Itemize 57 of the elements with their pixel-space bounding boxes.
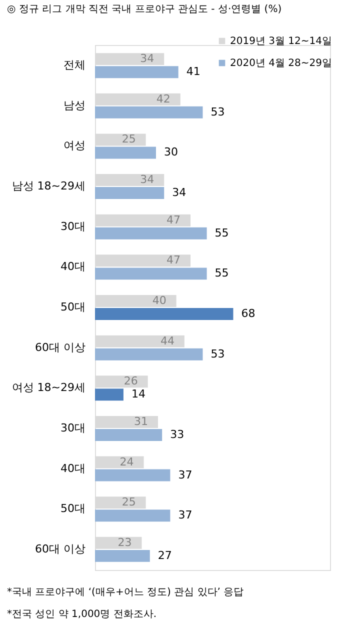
y-tick-label: 60대 이상 (35, 340, 86, 354)
data-label: 14 (131, 388, 146, 401)
data-label: 31 (134, 414, 148, 428)
text: *전국 성인 약 1,000명 전화조사. (7, 609, 157, 620)
y-tick-label: 여성 (64, 139, 86, 152)
bar (95, 388, 124, 401)
data-label: 55 (214, 226, 229, 240)
y-tick-label: 남성 18~29세 (12, 180, 86, 193)
bar (95, 66, 178, 78)
bar (95, 510, 170, 522)
y-tick-label: 40대 (60, 462, 86, 475)
data-label: 41 (186, 65, 200, 78)
data-label: 53 (210, 347, 225, 360)
bar (95, 550, 150, 562)
data-label: 53 (210, 105, 225, 118)
data-label: 24 (120, 455, 134, 468)
data-label: 27 (158, 548, 172, 562)
bar (95, 187, 164, 200)
bar (95, 469, 170, 482)
data-label: 37 (178, 508, 192, 522)
legend-label: 2020년 4월 28~29일 (230, 58, 332, 69)
data-label: 25 (122, 496, 136, 509)
data-label: 68 (241, 307, 256, 320)
bar (95, 268, 207, 280)
data-label: 42 (156, 92, 170, 106)
data-label: 23 (118, 536, 132, 549)
bar (95, 308, 234, 320)
data-label: 34 (172, 186, 186, 200)
data-label: 34 (140, 52, 154, 66)
legend-label: 2019년 3월 12~14일 (230, 36, 332, 47)
data-label: 34 (140, 173, 154, 186)
y-tick-label: 50대 (60, 300, 86, 314)
y-tick-label: 30대 (60, 421, 86, 434)
y-tick-label: 30대 (60, 220, 86, 233)
bar (95, 146, 156, 159)
data-label: 25 (122, 132, 136, 146)
bar (95, 428, 162, 441)
bar (95, 106, 203, 118)
data-label: 30 (164, 146, 178, 159)
y-tick-label: 50대 (60, 502, 86, 516)
data-label: 44 (160, 334, 174, 348)
text: *국내 프로야구에 ‘(매우+어느 정도) 관심 있다’ 응답 (7, 587, 244, 598)
data-label: 55 (214, 266, 229, 280)
y-tick-label: 60대 이상 (35, 542, 86, 556)
data-label: 47 (166, 254, 181, 267)
y-tick-label: 40대 (60, 260, 86, 274)
bar (95, 227, 207, 240)
chart-title: ◎ 정규 리그 개막 직전 국내 프로야구 관심도 - 성·연령별 (%) (7, 4, 282, 15)
data-label: 33 (170, 428, 184, 441)
data-label: 40 (152, 294, 166, 307)
y-tick-label: 여성 18~29세 (12, 381, 86, 394)
data-label: 37 (178, 468, 192, 482)
y-tick-label: 전체 (64, 58, 86, 72)
data-label: 47 (166, 213, 181, 226)
data-label: 26 (124, 374, 138, 388)
bar (95, 348, 203, 360)
y-tick-label: 남성 (64, 98, 86, 112)
